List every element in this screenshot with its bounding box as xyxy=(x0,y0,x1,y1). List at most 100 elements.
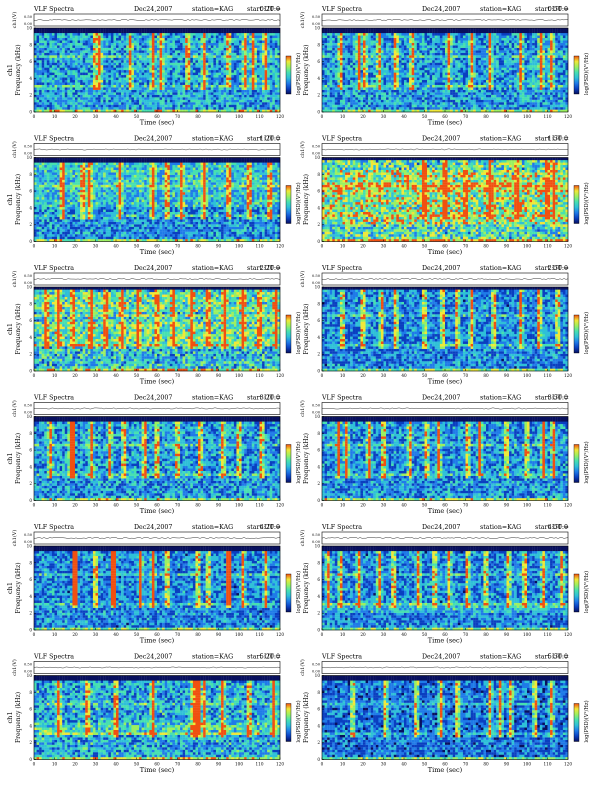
y-axis-label: Frequency (kHz) xyxy=(15,692,22,743)
x-tick-label: 10 xyxy=(52,244,58,249)
y-tick-label: 10 xyxy=(27,285,33,290)
y-tick-label: 4 xyxy=(29,464,32,469)
x-tick-label: 80 xyxy=(195,114,201,119)
colorbar-label: log(PSD)(V²/Hz) xyxy=(583,312,590,354)
x-axis-label: Time (sec) xyxy=(428,248,463,256)
y-tick-label: 8 xyxy=(317,690,320,695)
y-tick-label: 6 xyxy=(317,448,320,453)
x-tick-label: 0 xyxy=(321,114,324,119)
y-tick-label: 10 xyxy=(315,26,321,31)
x-tick-label: 40 xyxy=(401,244,407,249)
y-tick-label: 4 xyxy=(29,205,32,210)
x-tick-label: 10 xyxy=(340,632,346,637)
y-tick-label: 6 xyxy=(29,318,32,323)
x-tick-label: 80 xyxy=(483,762,489,767)
x-tick-label: 70 xyxy=(463,632,469,637)
panel-start-time: 1:20:0 xyxy=(260,136,280,143)
x-tick-label: 40 xyxy=(401,762,407,767)
panel-start-time: 0:20:0 xyxy=(260,6,280,13)
y-axis-label: Frequency (kHz) xyxy=(303,303,310,354)
x-tick-label: 0 xyxy=(33,114,36,119)
x-tick-label: 110 xyxy=(256,503,264,508)
panel-date: Dec24,2007 xyxy=(422,395,460,402)
x-tick-label: 50 xyxy=(422,373,428,378)
y-tick-label: 4 xyxy=(317,205,320,210)
x-tick-label: 90 xyxy=(504,114,510,119)
x-tick-label: 10 xyxy=(340,762,346,767)
x-tick-label: 50 xyxy=(134,373,140,378)
x-tick-label: 110 xyxy=(544,762,552,767)
panel-station: station=KAG xyxy=(480,395,521,402)
x-tick-label: 50 xyxy=(422,114,428,119)
x-tick-label: 50 xyxy=(422,762,428,767)
x-tick-label: 90 xyxy=(216,762,222,767)
panel-title: VLF Spectra xyxy=(321,654,362,661)
panel-station: station=KAG xyxy=(480,6,521,13)
x-tick-label: 120 xyxy=(564,503,572,508)
y-tick-label: 4 xyxy=(29,594,32,599)
y-tick-label: 8 xyxy=(29,172,32,177)
waveform-axis-label: ch1(V) xyxy=(11,141,18,158)
y-tick-label: 10 xyxy=(27,673,33,678)
panel-start-time: 3:50:0 xyxy=(548,395,568,402)
y-tick-label: 6 xyxy=(29,577,32,582)
panel-station: station=KAG xyxy=(192,265,233,272)
y-tick-label: 10 xyxy=(315,155,321,160)
y-tick-label: 4 xyxy=(317,464,320,469)
x-tick-label: 30 xyxy=(381,762,387,767)
waveform-axis-label: ch1(V) xyxy=(299,141,306,158)
x-tick-label: 40 xyxy=(113,632,119,637)
x-tick-label: 0 xyxy=(321,244,324,249)
y-tick-label: 6 xyxy=(317,189,320,194)
panel-date: Dec24,2007 xyxy=(134,524,172,531)
x-tick-label: 70 xyxy=(463,114,469,119)
y-tick-label: 8 xyxy=(317,431,320,436)
panel-station: station=KAG xyxy=(480,265,521,272)
y-axis-channel-label: ch1 xyxy=(6,712,14,724)
x-tick-label: 110 xyxy=(544,114,552,119)
waveform-tick-label: 0.50 xyxy=(24,533,33,537)
y-tick-label: 6 xyxy=(317,318,320,323)
y-tick-label: 8 xyxy=(317,560,320,565)
x-tick-label: 20 xyxy=(360,503,366,508)
x-tick-label: 50 xyxy=(134,632,140,637)
x-tick-label: 10 xyxy=(340,244,346,249)
x-tick-label: 100 xyxy=(235,632,243,637)
panel-start-time: 4:20:0 xyxy=(260,524,280,531)
y-tick-label: 10 xyxy=(27,155,33,160)
panel-title: VLF Spectra xyxy=(321,265,362,272)
x-tick-label: 0 xyxy=(321,762,324,767)
x-tick-label: 10 xyxy=(52,373,58,378)
x-tick-label: 100 xyxy=(523,244,531,249)
waveform-axis-label: ch1(V) xyxy=(299,12,306,29)
y-tick-label: 8 xyxy=(29,42,32,47)
x-tick-label: 0 xyxy=(33,373,36,378)
colorbar xyxy=(574,315,579,353)
spectrogram-image xyxy=(322,676,568,760)
colorbar-label: log(PSD)(V²/Hz) xyxy=(583,53,590,95)
panel-title: VLF Spectra xyxy=(33,524,74,531)
panel-station: station=KAG xyxy=(480,136,521,143)
y-tick-label: 10 xyxy=(315,414,321,419)
y-tick-label: 8 xyxy=(29,690,32,695)
y-tick-label: 2 xyxy=(29,611,32,616)
spectrogram-image xyxy=(322,28,568,112)
panel-start-time: 2:20:0 xyxy=(260,265,280,272)
y-axis-channel-label: ch1 xyxy=(6,453,14,465)
panel-title: VLF Spectra xyxy=(33,395,74,402)
panel-station: station=KAG xyxy=(192,524,233,531)
x-tick-label: 90 xyxy=(216,244,222,249)
x-tick-label: 40 xyxy=(401,373,407,378)
x-tick-label: 50 xyxy=(134,114,140,119)
x-tick-label: 120 xyxy=(276,373,284,378)
spectrogram-image xyxy=(322,417,568,501)
y-axis-label: Frequency (kHz) xyxy=(303,562,310,613)
panel-date: Dec24,2007 xyxy=(134,654,172,661)
y-axis-label: Frequency (kHz) xyxy=(15,174,22,225)
y-axis-label: Frequency (kHz) xyxy=(303,692,310,743)
x-tick-label: 20 xyxy=(360,632,366,637)
x-tick-label: 40 xyxy=(401,503,407,508)
